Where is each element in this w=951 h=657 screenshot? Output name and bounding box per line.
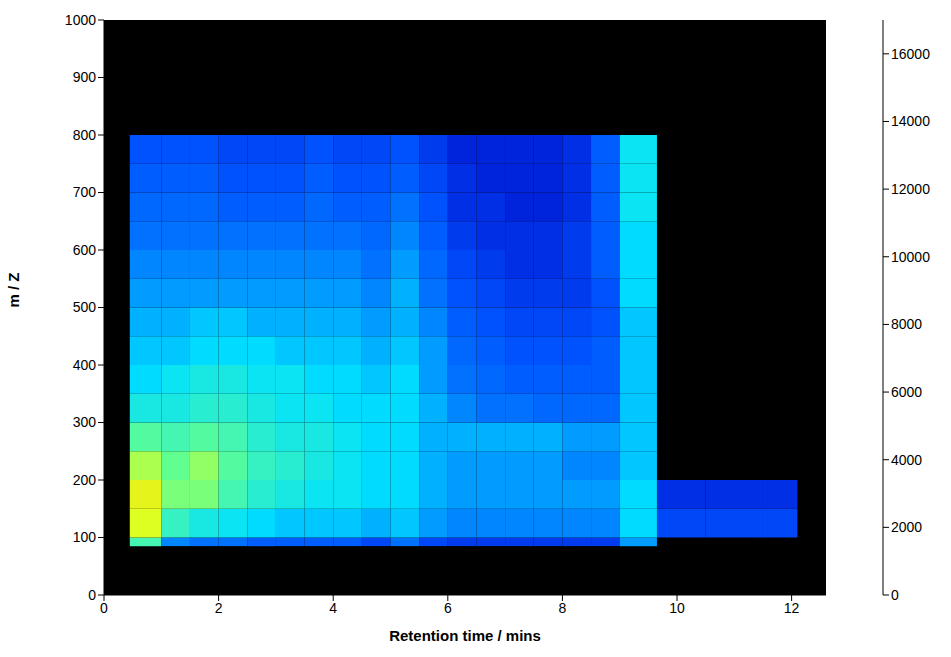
svg-text:800: 800 bbox=[73, 127, 97, 143]
svg-text:10: 10 bbox=[669, 600, 685, 616]
svg-text:12000: 12000 bbox=[891, 181, 930, 197]
svg-text:6: 6 bbox=[444, 600, 452, 616]
svg-text:500: 500 bbox=[73, 299, 97, 315]
svg-text:600: 600 bbox=[73, 242, 97, 258]
svg-text:1000: 1000 bbox=[65, 12, 96, 28]
svg-text:0: 0 bbox=[88, 587, 96, 603]
svg-text:900: 900 bbox=[73, 69, 97, 85]
svg-text:0: 0 bbox=[100, 600, 108, 616]
svg-text:8: 8 bbox=[559, 600, 567, 616]
svg-text:0: 0 bbox=[891, 587, 899, 603]
svg-text:14000: 14000 bbox=[891, 113, 930, 129]
svg-text:300: 300 bbox=[73, 414, 97, 430]
svg-text:100: 100 bbox=[73, 529, 97, 545]
svg-text:700: 700 bbox=[73, 184, 97, 200]
svg-text:200: 200 bbox=[73, 472, 97, 488]
svg-text:12: 12 bbox=[784, 600, 800, 616]
svg-text:2: 2 bbox=[215, 600, 223, 616]
svg-text:400: 400 bbox=[73, 357, 97, 373]
svg-text:10000: 10000 bbox=[891, 249, 930, 265]
svg-text:Retention time / mins: Retention time / mins bbox=[389, 627, 541, 644]
svg-text:m / Z: m / Z bbox=[5, 272, 22, 307]
svg-text:8000: 8000 bbox=[891, 316, 922, 332]
svg-text:6000: 6000 bbox=[891, 384, 922, 400]
svg-text:2000: 2000 bbox=[891, 519, 922, 535]
svg-text:16000: 16000 bbox=[891, 46, 930, 62]
svg-text:4: 4 bbox=[329, 600, 337, 616]
svg-text:4000: 4000 bbox=[891, 452, 922, 468]
